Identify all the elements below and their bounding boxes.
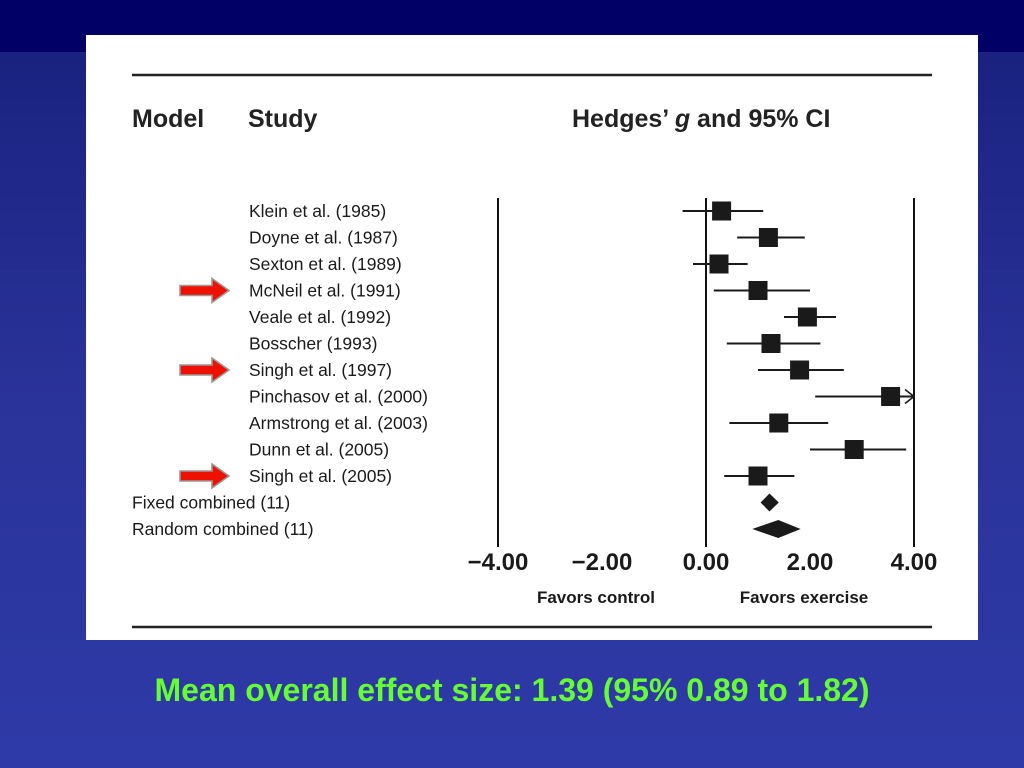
study-label: Sexton et al. (1989) bbox=[249, 254, 402, 274]
effect-size-marker bbox=[797, 307, 817, 327]
forest-plot: Model Study Hedges’ g and 95% CI Klein e… bbox=[132, 73, 938, 629]
x-tick-label: −2.00 bbox=[572, 549, 633, 576]
study-label: Singh et al. (1997) bbox=[249, 360, 392, 380]
model-header: Model bbox=[132, 105, 204, 133]
x-tick-label: 2.00 bbox=[787, 549, 834, 576]
effect-size-marker bbox=[769, 413, 789, 433]
highlight-arrow-icon bbox=[179, 356, 231, 384]
effect-size-marker bbox=[748, 466, 768, 486]
x-tick-label: 0.00 bbox=[683, 549, 730, 576]
study-row: Singh et al. (2005) bbox=[179, 462, 795, 490]
ci-truncation-arrow bbox=[904, 388, 916, 405]
study-row: Doyne et al. (1987) bbox=[249, 228, 805, 248]
effect-size-marker bbox=[709, 254, 729, 274]
x-axis-ticks: −4.00 −2.00 0.00 2.00 4.00 bbox=[468, 549, 938, 576]
effect-size-header: Hedges’ g and 95% CI bbox=[572, 105, 830, 133]
study-row: Bosscher (1993) bbox=[249, 334, 821, 354]
favors-exercise-label: Favors exercise bbox=[740, 588, 869, 607]
study-row: McNeil et al. (1991) bbox=[179, 276, 810, 305]
combined-label: Fixed combined (11) bbox=[132, 493, 290, 513]
effect-size-marker bbox=[758, 228, 778, 247]
study-label: Pinchasov et al. (2000) bbox=[249, 387, 428, 407]
study-row: Pinchasov et al. (2000) bbox=[249, 387, 916, 407]
effect-size-marker bbox=[881, 387, 901, 406]
effect-size-marker bbox=[712, 201, 732, 221]
favors-control-label: Favors control bbox=[537, 588, 655, 607]
study-row: Sexton et al. (1989) bbox=[249, 254, 748, 274]
combined-row: Fixed combined (11) bbox=[132, 493, 779, 513]
study-row: Klein et al. (1985) bbox=[249, 201, 764, 221]
study-label: Dunn et al. (2005) bbox=[249, 440, 389, 460]
combined-diamond bbox=[752, 520, 801, 538]
effect-header-italic: g bbox=[674, 105, 690, 133]
effect-header-prefix: Hedges’ bbox=[572, 105, 675, 133]
study-row: Armstrong et al. (2003) bbox=[249, 413, 829, 433]
combined-diamond bbox=[760, 493, 779, 512]
study-rows: Klein et al. (1985) Doyne et al. (1987) Se… bbox=[132, 201, 916, 539]
study-row: Dunn et al. (2005) bbox=[249, 440, 907, 460]
highlight-arrow-icon bbox=[179, 276, 231, 305]
forest-plot-figure: Model Study Hedges’ g and 95% CI Klein e… bbox=[86, 35, 978, 640]
effect-size-caption: Mean overall effect size: 1.39 (95% 0.89… bbox=[154, 672, 870, 708]
study-label: Singh et al. (2005) bbox=[249, 466, 392, 486]
study-label: Doyne et al. (1987) bbox=[249, 228, 398, 248]
study-header: Study bbox=[248, 105, 318, 133]
effect-size-marker bbox=[761, 334, 781, 353]
effect-size-marker bbox=[790, 360, 810, 380]
combined-row: Random combined (11) bbox=[132, 519, 801, 539]
study-row: Singh et al. (1997) bbox=[179, 356, 844, 384]
x-tick-label: 4.00 bbox=[891, 549, 938, 576]
study-label: Veale et al. (1992) bbox=[249, 307, 391, 327]
study-label: Bosscher (1993) bbox=[249, 334, 377, 354]
effect-size-marker bbox=[748, 281, 768, 300]
x-tick-label: −4.00 bbox=[468, 549, 529, 576]
study-label: Klein et al. (1985) bbox=[249, 201, 386, 221]
study-label: McNeil et al. (1991) bbox=[249, 281, 401, 301]
study-label: Armstrong et al. (2003) bbox=[249, 413, 428, 433]
highlight-arrow-icon bbox=[179, 462, 231, 490]
study-row: Veale et al. (1992) bbox=[249, 307, 836, 327]
effect-header-suffix: and 95% CI bbox=[690, 105, 830, 133]
effect-size-marker bbox=[844, 440, 864, 459]
combined-label: Random combined (11) bbox=[132, 519, 314, 539]
